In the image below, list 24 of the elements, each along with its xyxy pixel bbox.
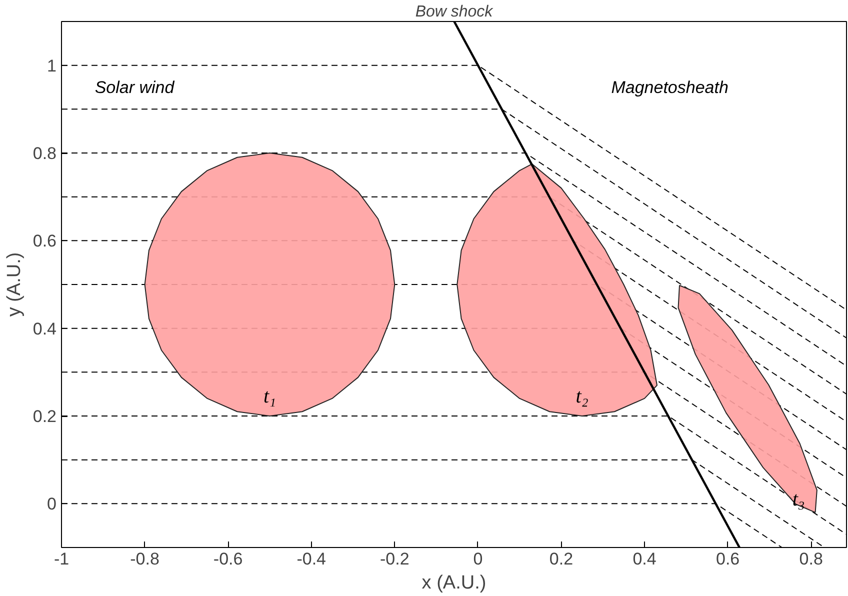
x-tick-label: -0.4	[296, 550, 326, 568]
annotation: t₃	[792, 488, 805, 510]
y-tick-label: 0.6	[32, 232, 57, 251]
x-tick-label: -1	[54, 550, 70, 568]
x-tick-label: 0.4	[632, 550, 656, 568]
annotation: t₁	[263, 385, 276, 408]
chart-title: Bow shock	[415, 4, 494, 20]
y-tick-label: 0.8	[32, 144, 57, 163]
annotation: t₂	[576, 385, 588, 408]
y-tick-label: 0.2	[32, 407, 57, 426]
y-tick-label: 0.4	[32, 319, 57, 338]
x-tick-label: 0	[473, 550, 483, 568]
x-tick-label: 0.8	[799, 550, 823, 568]
y-axis-title: y (A.U.)	[4, 252, 25, 317]
y-tick-label: 1	[47, 56, 57, 76]
x-tick-label: 0.6	[716, 550, 740, 568]
x-tick-label: -0.8	[130, 550, 160, 568]
x-tick-label: 0.2	[549, 550, 574, 568]
annotation: Magnetosheath	[611, 78, 728, 97]
x-tick-label: -0.6	[213, 550, 243, 568]
x-axis-title: x (A.U.)	[422, 572, 486, 594]
x-tick-label: -0.2	[380, 550, 410, 568]
annotation: Solar wind	[94, 78, 175, 97]
y-tick-label: 0	[47, 494, 57, 514]
